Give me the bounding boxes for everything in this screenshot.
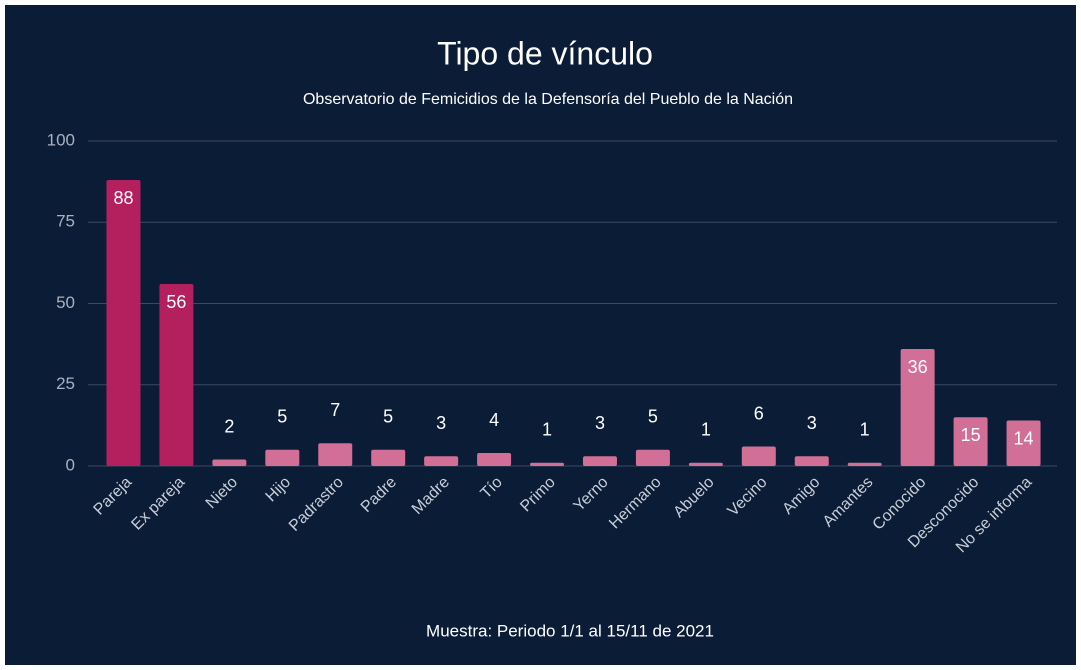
bar [635, 449, 670, 466]
bar [159, 284, 194, 466]
value-label: 1 [542, 420, 552, 440]
value-label: 1 [701, 420, 711, 440]
value-label: 4 [489, 410, 499, 430]
value-label: 3 [436, 413, 446, 433]
bar [424, 456, 459, 466]
value-label: 3 [807, 413, 817, 433]
value-label: 88 [113, 188, 133, 208]
bar [794, 456, 829, 466]
value-label: 6 [754, 403, 764, 423]
value-label: 56 [166, 292, 186, 312]
bar [900, 349, 935, 466]
value-label: 5 [648, 407, 658, 427]
bar [265, 449, 300, 466]
chart-title: Tipo de vínculo [437, 35, 653, 71]
value-label: 1 [860, 420, 870, 440]
value-label: 15 [961, 425, 981, 445]
bar [582, 456, 617, 466]
y-tick-label: 50 [56, 293, 75, 312]
value-label: 3 [595, 413, 605, 433]
bar [106, 180, 141, 466]
y-tick-label: 0 [66, 455, 75, 474]
value-label: 14 [1014, 428, 1034, 448]
value-label: 36 [908, 357, 928, 377]
bar [953, 417, 988, 466]
bar [688, 462, 723, 466]
value-label: 5 [277, 407, 287, 427]
chart-subtitle: Observatorio de Femicidios de la Defenso… [303, 91, 793, 108]
y-tick-label: 100 [47, 130, 75, 149]
y-tick-label: 75 [56, 212, 75, 231]
bar [1006, 420, 1041, 466]
bar [741, 446, 776, 466]
value-label: 5 [383, 407, 393, 427]
bar [847, 462, 882, 466]
value-label: 2 [224, 416, 234, 436]
value-label: 7 [330, 400, 340, 420]
y-tick-label: 25 [56, 374, 75, 393]
bar [371, 449, 406, 466]
bar [318, 443, 353, 466]
bar [212, 459, 247, 466]
bar [477, 453, 512, 466]
bar [530, 462, 565, 466]
chart-footer: Muestra: Periodo 1/1 al 15/11 de 2021 [426, 621, 714, 640]
